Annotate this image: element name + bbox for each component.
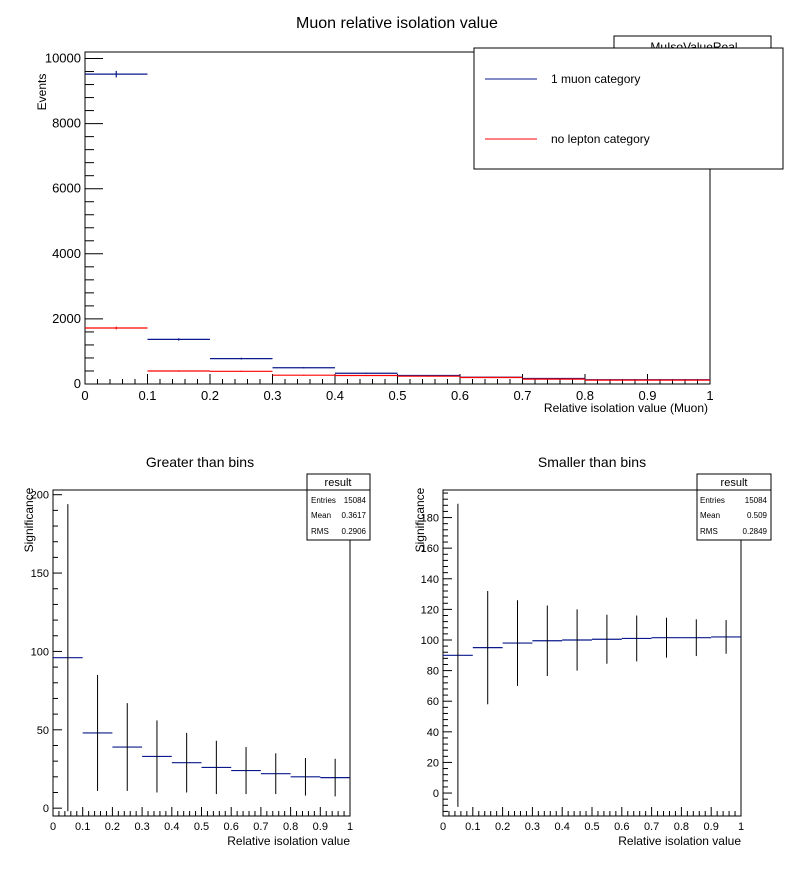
top-y-tick-label: 0 [74,376,81,391]
smaller-y-tick-label: 0 [433,788,439,800]
smaller-y-tick-label: 20 [427,757,439,769]
top-y-tick-label: 6000 [52,181,81,196]
smaller-x-axis-label: Relative isolation value [618,834,741,848]
smaller-x-tick-label: 0.6 [614,821,629,833]
top-chart-title: Muon relative isolation value [296,15,498,32]
greater-x-tick-label: 0.4 [164,821,179,833]
smaller-x-tick-label: 0 [440,821,446,833]
smaller-stats-rms-value: 0.2849 [743,527,768,536]
smaller-y-tick-label: 160 [421,543,439,555]
greater-y-tick-label: 100 [31,646,49,658]
top-y-tick-label: 10000 [45,51,81,66]
top-x-tick-label: 1 [706,388,713,403]
top-axis-ticks: 0 0.1 0.2 0.3 0.4 0.5 0.6 0.7 0.8 0.9 1 0 2000 4000 60… [45,51,714,403]
greater-y-tick-label: 0 [43,803,49,815]
smaller-x-tick-label: 0.4 [555,821,570,833]
smaller-y-tick-label: 60 [427,696,439,708]
smaller-than-chart: Smaller than bins 0 0.1 0.2 0.3 0.4 0.5 0.6 0.7… [413,454,772,848]
greater-y-axis-label: Significance [22,487,36,552]
greater-x-tick-label: 0.2 [105,821,120,833]
greater-stats-mean-label: Mean [311,511,331,520]
top-x-tick-label: 0.3 [263,388,281,403]
greater-series-group [53,504,350,812]
smaller-x-tick-label: 0.3 [525,821,540,833]
smaller-stats-entries-value: 15084 [745,496,768,505]
smaller-x-tick-label: 0.9 [704,821,719,833]
smaller-stats-title: result [721,477,748,489]
top-x-tick-label: 0.8 [576,388,594,403]
smaller-series-group [443,503,741,807]
top-x-tick-label: 0.9 [638,388,656,403]
smaller-x-tick-label: 0.5 [584,821,599,833]
smaller-y-tick-label: 40 [427,727,439,739]
greater-x-tick-label: 0.6 [224,821,239,833]
top-x-tick-label: 0.7 [513,388,531,403]
greater-x-tick-label: 0 [50,821,56,833]
smaller-x-tick-label: 1 [738,821,744,833]
smaller-stats-mean-value: 0.509 [747,511,768,520]
greater-x-axis-label: Relative isolation value [227,834,350,848]
greater-x-tick-label: 1 [347,821,353,833]
top-legend: 1 muon category no lepton category [473,47,784,170]
legend-frame [473,47,784,170]
smaller-stats-entries-label: Entries [700,496,725,505]
top-x-tick-label: 0.4 [326,388,344,403]
smaller-stats-rms-label: RMS [700,527,718,536]
smaller-x-tick-label: 0.8 [674,821,689,833]
smaller-y-tick-label: 120 [421,604,439,616]
greater-stats-entries-label: Entries [311,496,336,505]
smaller-x-tick-label: 0.7 [644,821,659,833]
greater-x-tick-label: 0.8 [283,821,298,833]
top-x-axis-label: Relative isolation value (Muon) [544,401,708,415]
greater-y-tick-label: 200 [31,490,49,502]
greater-than-chart: Greater than bins 0 0.1 0.2 0.3 0.4 0.5 0.6 0.7… [22,454,371,848]
smaller-y-axis-label: Significance [413,487,427,552]
smaller-axis-ticks: 0 0.1 0.2 0.3 0.4 0.5 0.6 0.7 0.8 0.9 1 0 20 40 60 80 10… [421,492,744,833]
smaller-x-tick-label: 0.2 [495,821,510,833]
greater-y-tick-label: 50 [37,725,49,737]
greater-x-tick-label: 0.3 [134,821,149,833]
greater-stats-title: result [325,477,352,489]
top-x-tick-label: 0.2 [201,388,219,403]
top-chart: Muon relative isolation value 0 0.1 0.2 0.3… [35,15,784,415]
greater-stats-entries-value: 15084 [344,496,367,505]
top-series-group [85,70,710,381]
top-x-tick-label: 0.5 [388,388,406,403]
greater-axis-ticks: 0 0.1 0.2 0.3 0.4 0.5 0.6 0.7 0.8 0.9 1 0 50 100 150 20… [31,490,353,833]
smaller-y-tick-label: 180 [421,513,439,525]
smaller-x-tick-label: 0.1 [465,821,480,833]
top-x-tick-label: 0.1 [138,388,156,403]
greater-x-tick-label: 0.5 [194,821,209,833]
legend-label-muon: 1 muon category [551,72,640,86]
top-x-tick-label: 0.6 [451,388,469,403]
greater-x-tick-label: 0.1 [75,821,90,833]
greater-stats-rms-label: RMS [311,527,329,536]
top-y-tick-label: 4000 [52,246,81,261]
greater-chart-title: Greater than bins [146,454,254,470]
greater-stats-rms-value: 0.2906 [342,527,367,536]
greater-stats-frame [306,473,371,541]
smaller-stats-mean-label: Mean [700,511,720,520]
greater-stats-box: result Entries 15084 Mean 0.3617 RMS 0.2… [306,473,371,541]
greater-y-tick-label: 150 [31,568,49,580]
smaller-stats-frame [696,473,772,541]
top-y-tick-label: 8000 [52,116,81,131]
legend-label-no-lepton: no lepton category [551,132,650,146]
greater-x-tick-label: 0.7 [253,821,268,833]
greater-x-tick-label: 0.9 [313,821,328,833]
smaller-y-tick-label: 100 [421,635,439,647]
smaller-stats-box: result Entries 15084 Mean 0.509 RMS 0.28… [696,473,772,541]
greater-stats-mean-value: 0.3617 [342,511,367,520]
smaller-y-tick-label: 80 [427,666,439,678]
smaller-y-tick-label: 140 [421,574,439,586]
top-x-tick-label: 0 [81,388,88,403]
top-y-tick-label: 2000 [52,311,81,326]
smaller-chart-title: Smaller than bins [538,454,646,470]
top-y-axis-label: Events [35,74,49,111]
